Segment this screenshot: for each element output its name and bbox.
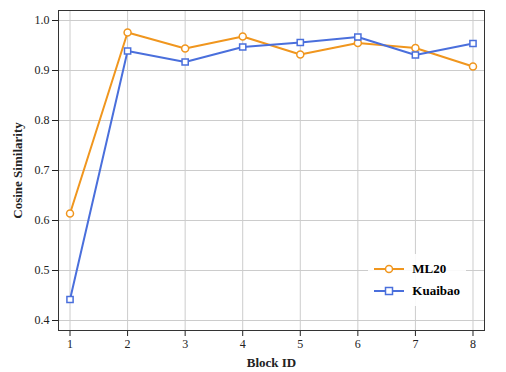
svg-text:6: 6 [355, 337, 361, 351]
svg-text:0.7: 0.7 [35, 163, 50, 177]
svg-text:8: 8 [470, 337, 476, 351]
svg-text:1.0: 1.0 [35, 13, 50, 27]
svg-text:3: 3 [182, 337, 188, 351]
svg-text:0.6: 0.6 [35, 213, 50, 227]
html-text:Kuaibao: Kuaibao [412, 283, 460, 298]
svg-text:0.8: 0.8 [35, 113, 50, 127]
svg-text:Block ID: Block ID [247, 355, 296, 370]
svg-text:2: 2 [125, 337, 131, 351]
svg-text:0.4: 0.4 [35, 313, 50, 327]
svg-text:0.9: 0.9 [35, 63, 50, 77]
html-text:ML20: ML20 [412, 261, 447, 276]
svg-text:5: 5 [297, 337, 303, 351]
svg-text:4: 4 [240, 337, 246, 351]
svg-text:7: 7 [412, 337, 418, 351]
svg-text:0.5: 0.5 [35, 263, 50, 277]
svg-text:Cosine Similarity: Cosine Similarity [10, 122, 25, 219]
svg-text:1: 1 [67, 337, 73, 351]
